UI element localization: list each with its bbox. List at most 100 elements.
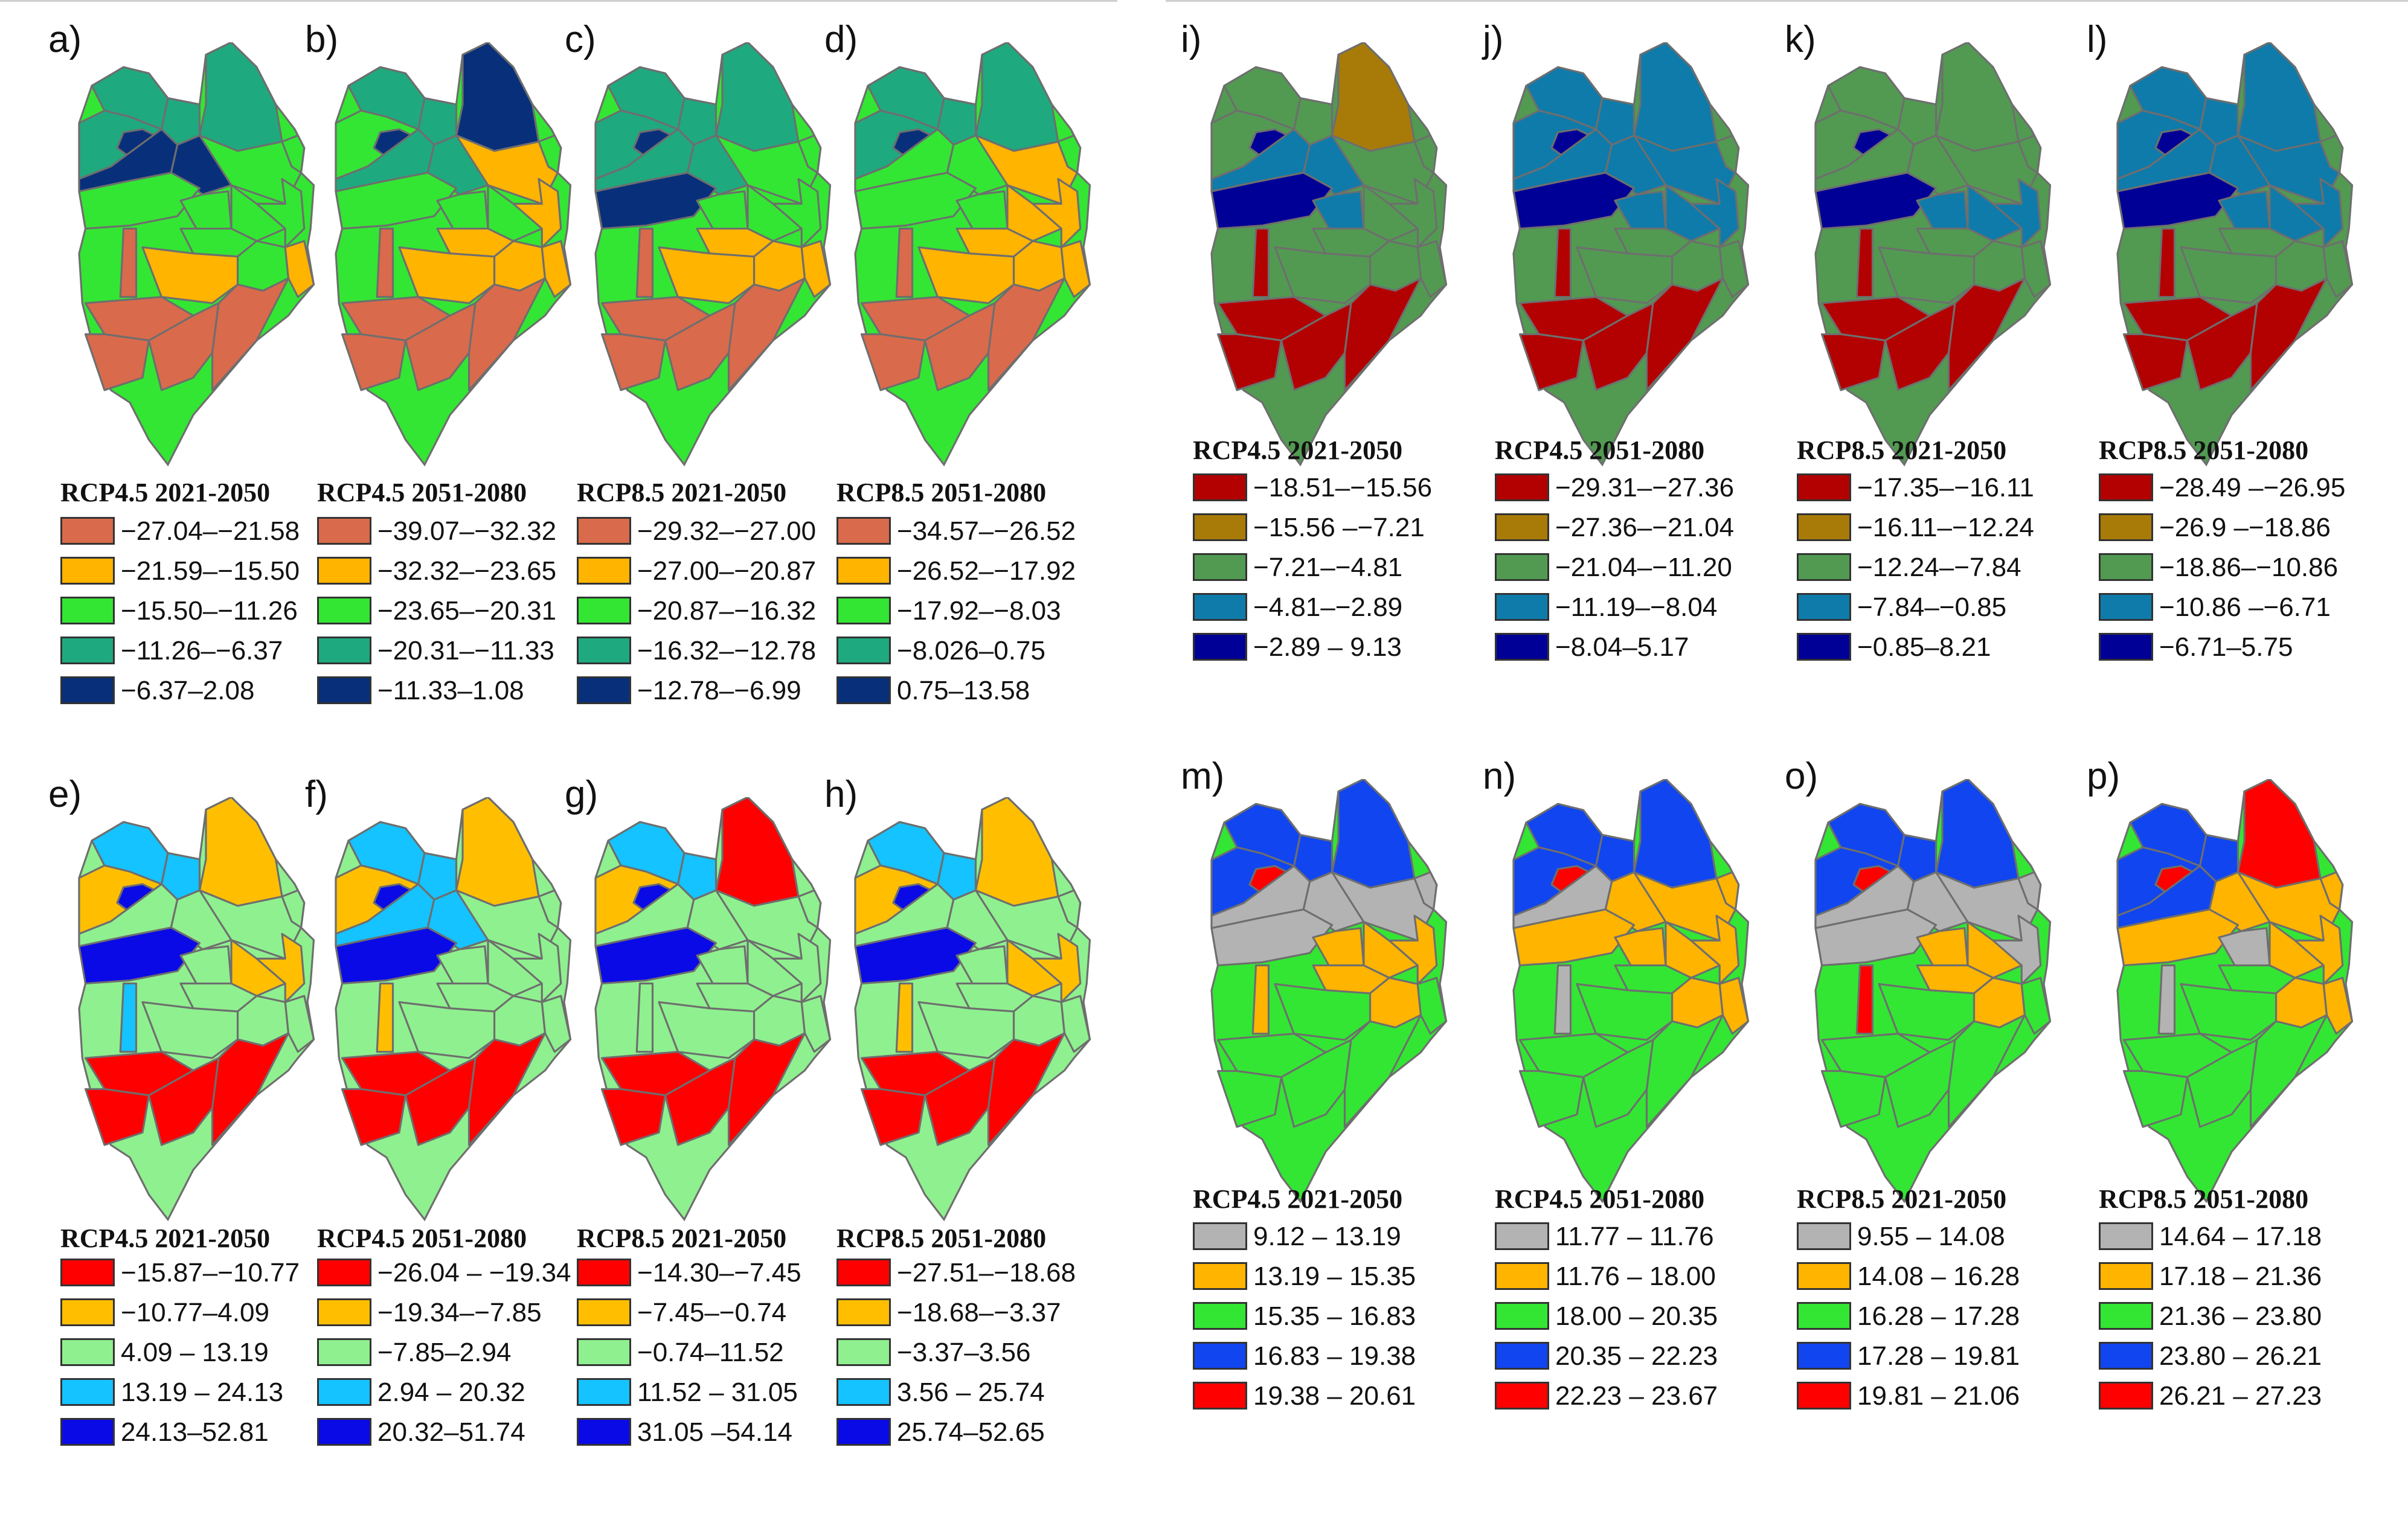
legend-title: RCP8.5 2051-2080 (2099, 1184, 2309, 1214)
legend-item: 20.32–51.74 (317, 1414, 601, 1451)
legend-swatch (60, 597, 115, 624)
watershed-map (1210, 42, 1448, 467)
panel-letter: h) (824, 774, 858, 815)
legend-item: −15.87–−10.77 (60, 1255, 344, 1291)
legend-item: −6.37–2.08 (60, 673, 344, 709)
legend-range: 2.94 – 20.32 (377, 1377, 525, 1407)
legend-item: 16.28 – 17.28 (1797, 1298, 2081, 1335)
legend-range: −0.85–8.21 (1857, 632, 1991, 662)
subbasin-region (772, 178, 822, 248)
legend-item: −17.35–−16.11 (1797, 470, 2081, 506)
subbasin-region (727, 1032, 806, 1146)
subbasin-region (1718, 240, 1750, 298)
legend-swatch (836, 1378, 891, 1406)
subbasin-region (800, 240, 832, 298)
legend-item: 24.13–52.81 (60, 1414, 344, 1451)
subbasin-region (635, 983, 654, 1053)
legend-swatch (836, 676, 891, 704)
legend-item: −18.86–−10.86 (2099, 550, 2383, 586)
subbasin-region (1060, 995, 1091, 1053)
legend-item: 31.05 –54.14 (577, 1414, 861, 1451)
legend-swatch (836, 517, 891, 545)
watershed-map (1814, 42, 2052, 467)
watershed-map (1512, 42, 1750, 467)
legend-title: RCP8.5 2051-2080 (836, 1224, 1047, 1253)
legend-range: −17.35–−16.11 (1857, 473, 2034, 502)
legend-item: −21.04–−11.20 (1495, 550, 1779, 586)
legend-range: 19.38 – 20.61 (1253, 1381, 1416, 1411)
legend-item: −27.36–−21.04 (1495, 510, 1779, 546)
legend-swatch (60, 1378, 115, 1406)
subbasin-region (1518, 333, 1585, 391)
subbasin-region (2319, 134, 2344, 174)
legend-range: −17.92–−8.03 (897, 596, 1061, 626)
legend-item: 19.38 – 20.61 (1193, 1378, 1477, 1414)
legend-item: −2.89 – 9.13 (1193, 629, 1477, 665)
legend-item: −6.71–5.75 (2099, 629, 2383, 665)
subbasin-region (2236, 779, 2322, 889)
legend-range: 14.64 – 17.18 (2159, 1222, 2322, 1251)
subbasin-region (797, 134, 822, 174)
legend-swatch (1797, 1382, 1851, 1410)
legend-range: 24.13–52.81 (121, 1417, 269, 1447)
subbasin-region (1992, 178, 2042, 248)
legend-range: −20.87–−16.32 (637, 596, 817, 626)
legend-range: −8.026–0.75 (897, 636, 1045, 665)
subbasin-region (1992, 914, 2042, 985)
subbasin-region (955, 190, 1009, 230)
panel-letter: a) (48, 19, 82, 60)
subbasin-region (797, 889, 822, 929)
legend-swatch (60, 557, 115, 585)
legend-item: 16.83 – 19.38 (1193, 1338, 1477, 1374)
legend-range: −23.65–−20.31 (377, 596, 557, 626)
legend-swatch (1495, 593, 1549, 621)
legend-item: −10.77–4.09 (60, 1295, 344, 1331)
subbasin-region (955, 945, 1009, 985)
legend-item: 9.12 – 13.19 (1193, 1219, 1477, 1255)
subbasin-region (2157, 228, 2176, 298)
legend-swatch (1797, 633, 1851, 661)
legend-range: 17.28 – 19.81 (1857, 1341, 2020, 1371)
legend-swatch (577, 1298, 631, 1326)
subbasin-region (255, 932, 306, 1003)
legend-range: −15.87–−10.77 (121, 1258, 300, 1288)
subbasin-region (1633, 42, 1718, 152)
legend-item: 11.52 – 31.05 (577, 1374, 861, 1411)
subbasin-region (1057, 134, 1082, 174)
legend-swatch (317, 1298, 371, 1326)
legend-range: 15.35 – 16.83 (1253, 1301, 1416, 1331)
subbasin-region (512, 932, 562, 1003)
legend-swatch (1193, 553, 1247, 581)
legend-item: −0.74–11.52 (577, 1335, 861, 1371)
legend-swatch (60, 1418, 115, 1446)
legend-item: −7.84–−0.85 (1797, 589, 2081, 626)
subbasin-region (2249, 277, 2328, 391)
legend-range: −15.50–−11.26 (121, 596, 298, 626)
legend-title: RCP8.5 2021-2050 (577, 1224, 787, 1253)
legend-swatch (60, 637, 115, 664)
legend-range: 11.77 – 11.76 (1555, 1222, 1714, 1251)
legend-swatch (1495, 1222, 1549, 1250)
subbasin-region (538, 134, 562, 174)
legend-range: −39.07–−32.32 (377, 516, 557, 546)
subbasin-region (1820, 1070, 1887, 1128)
subbasin-region (538, 889, 562, 929)
subbasin-region (436, 190, 489, 230)
legend-swatch (317, 517, 371, 545)
subbasin-region (455, 797, 540, 907)
subbasin-region (2218, 190, 2271, 230)
legend-item: −29.32–−27.00 (577, 513, 861, 550)
legend-range: −29.31–−27.36 (1555, 473, 1735, 502)
subbasin-region (119, 228, 138, 298)
subbasin-region (1416, 977, 1448, 1035)
legend-swatch (60, 517, 115, 545)
legend-swatch (1495, 473, 1549, 501)
subbasin-region (281, 889, 306, 929)
legend-range: 17.18 – 21.36 (2159, 1262, 2322, 1291)
legend-title: RCP4.5 2051-2080 (317, 478, 527, 507)
legend-item: −14.30–−7.45 (577, 1255, 861, 1291)
legend-swatch (836, 1418, 891, 1446)
subbasin-region (1820, 333, 1887, 391)
legend-item: −15.56 –−7.21 (1193, 510, 1477, 546)
subbasin-region (1934, 42, 2020, 152)
